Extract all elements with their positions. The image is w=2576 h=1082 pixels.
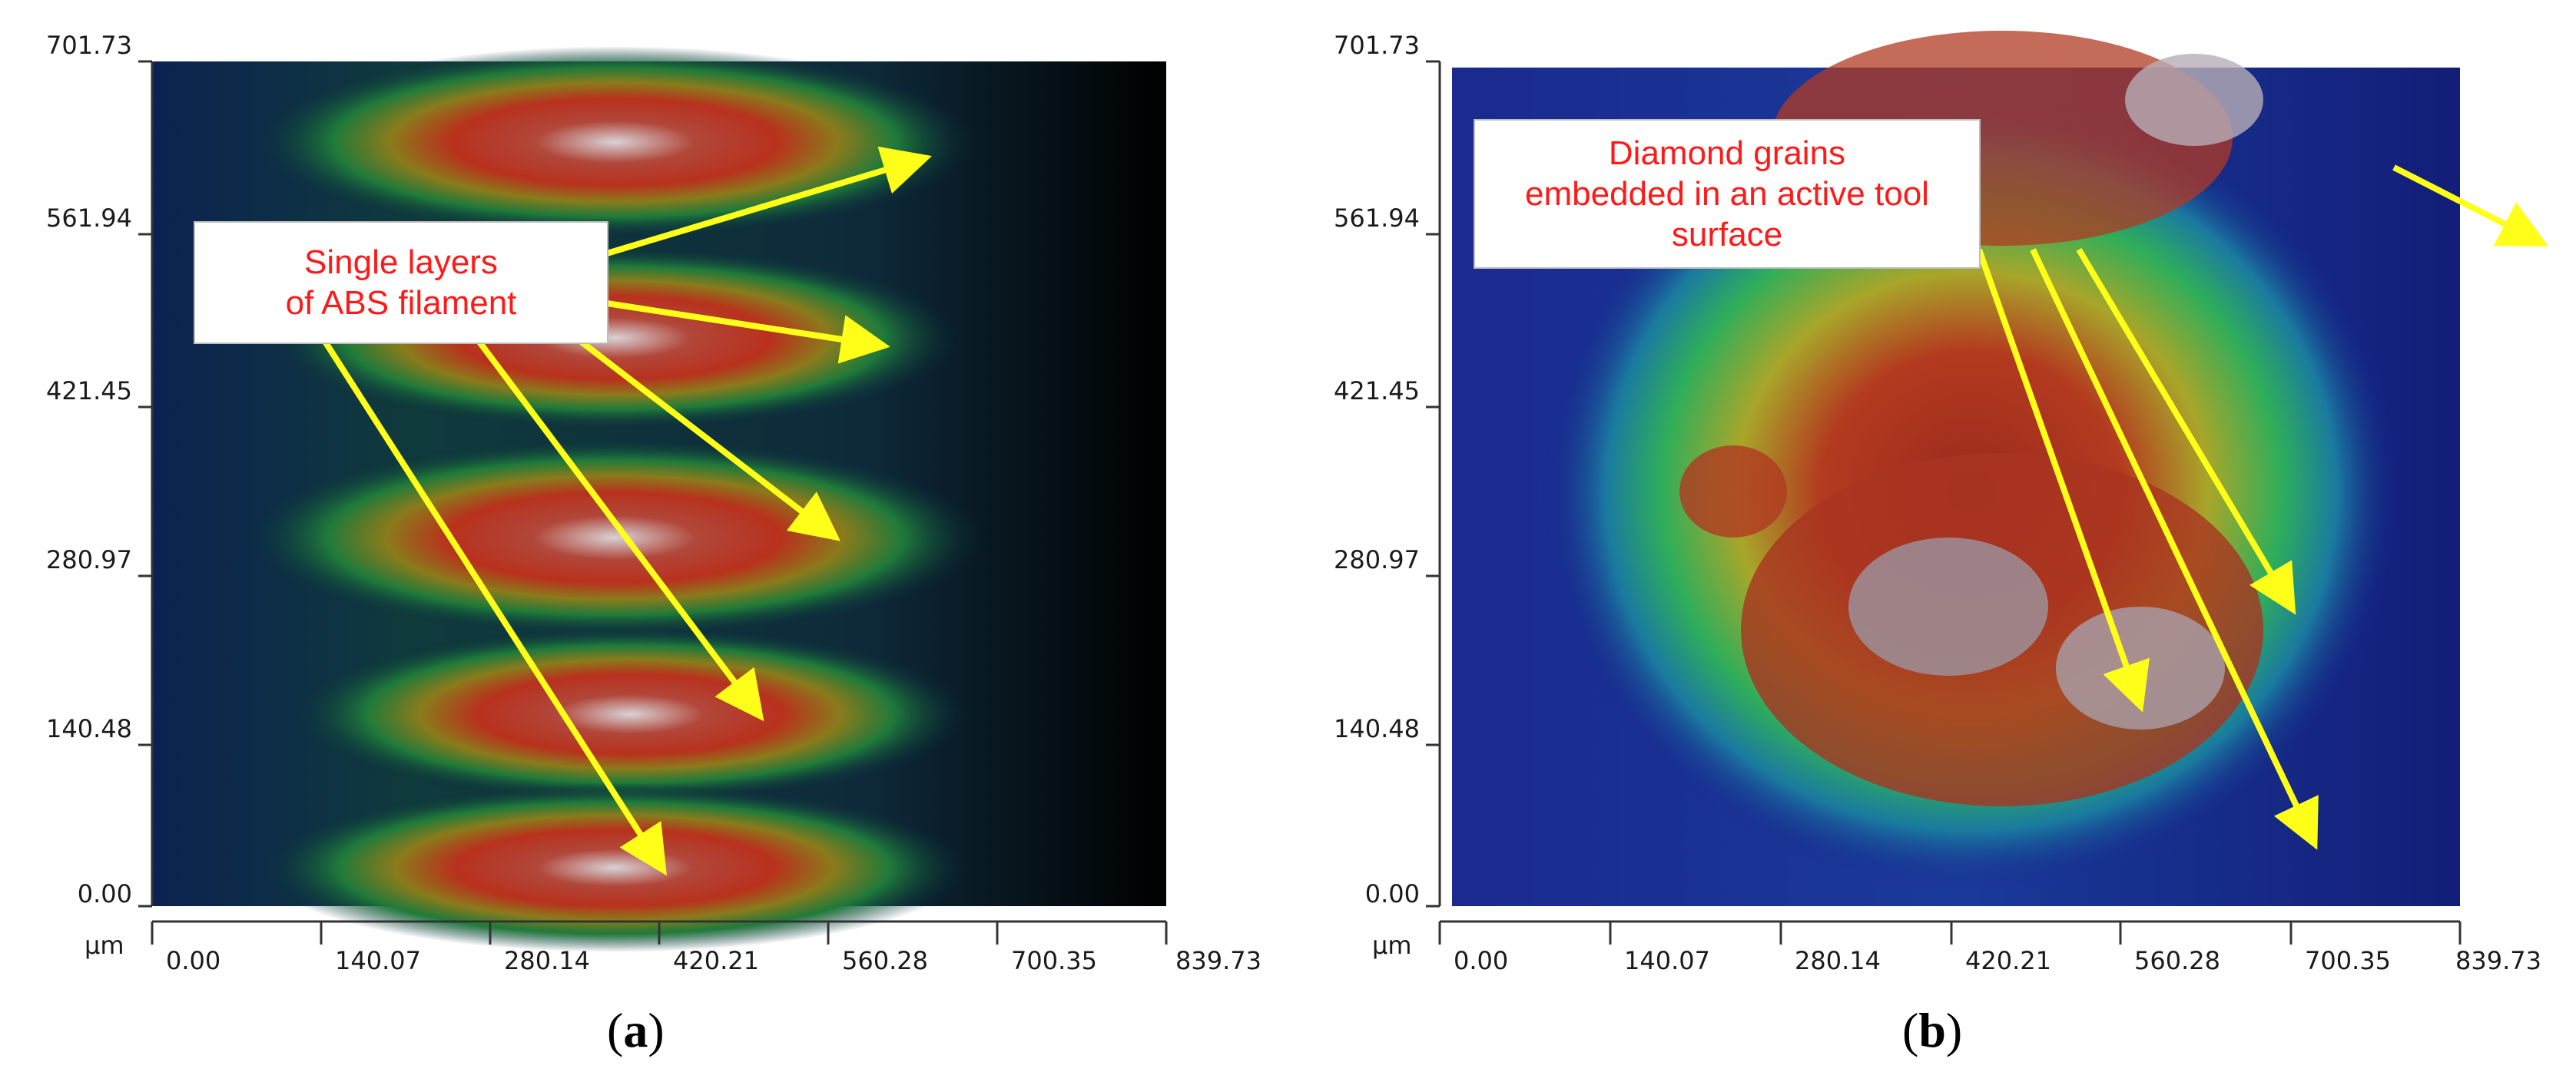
callout-line-1: Single layers [304, 243, 498, 281]
x-unit-label: µm [85, 931, 124, 960]
callout-arrows [320, 146, 932, 876]
panel-label-a: (a) [607, 1003, 665, 1057]
callout-box: Diamond grains embedded in an active too… [1474, 119, 1981, 269]
x-tick-label: 700.35 [2305, 946, 2391, 975]
panel-a: Single layers of ABS filament 701.73 561… [46, 31, 1261, 1057]
panel-a-graphics [138, 46, 1168, 952]
callout-box: Single layers of ABS filament [194, 221, 608, 344]
y-tick-label: 140.48 [1334, 714, 1420, 743]
y-tick-label: 280.97 [46, 545, 132, 574]
callout-line-1: Diamond grains [1608, 134, 1846, 172]
x-tick-label: 280.14 [1795, 946, 1881, 975]
x-tick-label: 839.73 [2455, 946, 2541, 975]
x-tick-label: 420.21 [1965, 946, 2051, 975]
x-tick-label: 560.28 [2134, 946, 2220, 975]
y-tick-label: 140.48 [46, 714, 132, 743]
x-unit-label: µm [1372, 931, 1412, 960]
x-tick-label: 560.28 [842, 946, 928, 975]
x-tick-label: 420.21 [673, 946, 759, 975]
x-axis [151, 920, 1168, 945]
callout-arrows [1976, 164, 2549, 850]
y-axis [138, 60, 154, 908]
panel-b: Diamond grains embedded in an active too… [1288, 0, 2575, 1082]
y-tick-label: 701.73 [1334, 31, 1420, 60]
callout-line-2: of ABS filament [285, 284, 517, 322]
y-axis [1426, 60, 1441, 908]
y-tick-label: 421.45 [1334, 376, 1420, 405]
x-tick-label: 140.07 [1624, 946, 1710, 975]
x-tick-label: 839.73 [1175, 946, 1261, 975]
x-tick-label: 700.35 [1011, 946, 1097, 975]
panel-label-b: (b) [1902, 1003, 1963, 1057]
callout-line-2: embedded in an active tool [1525, 175, 1929, 213]
callout-line-3: surface [1671, 216, 1783, 253]
y-tick-label: 0.00 [77, 879, 132, 908]
filament-layers [246, 46, 983, 952]
x-axis [1438, 920, 2462, 945]
y-tick-label: 280.97 [1334, 545, 1420, 574]
x-tick-label: 0.00 [1454, 946, 1509, 975]
y-tick-label: 561.94 [46, 203, 132, 233]
y-tick-label: 421.45 [46, 376, 132, 405]
y-tick-label: 0.00 [1364, 879, 1420, 908]
x-tick-label: 0.00 [166, 946, 221, 975]
y-tick-label: 561.94 [1334, 203, 1420, 233]
x-tick-label: 140.07 [335, 946, 421, 975]
y-tick-label: 701.73 [46, 31, 132, 60]
x-tick-label: 280.14 [504, 946, 590, 975]
